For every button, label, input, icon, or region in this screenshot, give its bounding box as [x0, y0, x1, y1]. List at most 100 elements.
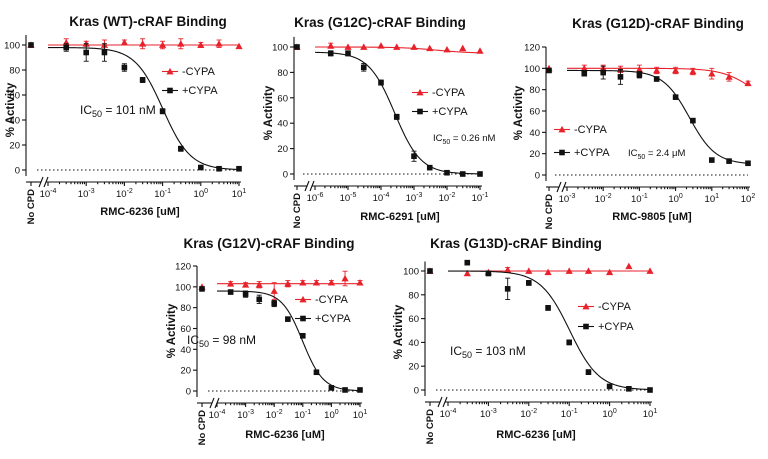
legend-label: +CYPA [432, 106, 468, 118]
chart-title: Kras (WT)-cRAF Binding [69, 14, 227, 29]
data-point [545, 305, 551, 311]
legend-label: -CYPA [574, 124, 607, 136]
axis-break [209, 397, 215, 409]
legend-marker [167, 87, 173, 94]
x-tick-label: 10-4 [440, 408, 457, 420]
x-tick-label: 10-4 [209, 409, 226, 421]
no-cpd-label: No CPD [544, 194, 555, 230]
data-point [544, 268, 552, 276]
x-tick-label: 101 [643, 408, 658, 420]
y-tick-label: 40 [529, 128, 540, 139]
no-cpd-point [427, 268, 433, 274]
data-point [708, 70, 716, 77]
data-point [653, 76, 660, 82]
data-point [525, 267, 533, 274]
y-tick-label: 20 [408, 362, 419, 373]
data-point [709, 157, 715, 163]
data-point [235, 42, 243, 50]
series-plus-cypa [294, 44, 483, 177]
legend-item-plus-cypa: +CYPA [162, 85, 218, 97]
legend-marker [559, 149, 565, 156]
x-tick-label: 10-1 [631, 193, 648, 205]
x-tick-label: 10-1 [294, 409, 311, 421]
legend-marker [416, 88, 424, 96]
data-point [63, 44, 70, 51]
legend-marker [299, 295, 307, 303]
data-point [236, 165, 242, 172]
y-tick-label: 20 [180, 366, 191, 377]
x-tick-label: 10-2 [595, 193, 612, 205]
data-point [526, 280, 532, 286]
series-minus-cypa [27, 38, 243, 51]
data-point [327, 42, 335, 49]
x-tick-label: 101 [232, 188, 247, 200]
data-point [345, 50, 351, 57]
legend-item-minus-cypa: -CYPA [554, 124, 607, 136]
chart-title: Kras (G13D)-cRAF Binding [430, 236, 602, 251]
data-point [227, 280, 235, 287]
data-point [646, 267, 654, 274]
data-point [270, 287, 278, 294]
y-axis-label: % Activity [513, 85, 525, 140]
data-point [565, 267, 573, 274]
x-tick-label: 10-3 [78, 188, 95, 200]
ic50-annotation: IC50 = 0.26 nM [433, 133, 496, 146]
data-point [600, 69, 606, 76]
data-point [745, 160, 751, 167]
chart-panel-4: Kras (G12V)-cRAF Binding 0 20 40 60 80 100 120%… [166, 236, 368, 446]
legend-item-minus-cypa: -CYPA [162, 66, 215, 78]
data-point [393, 43, 401, 50]
x-axis-label: RMC-6236 [uM] [245, 429, 325, 441]
data-point [120, 38, 128, 46]
legend-item-plus-cypa: +CYPA [412, 106, 468, 118]
data-point [197, 41, 205, 48]
x-tick-label: 10-1 [154, 188, 171, 200]
y-tick-label: 60 [9, 91, 20, 102]
y-tick-label: 60 [529, 107, 540, 118]
data-point [178, 145, 184, 152]
no-cpd-point [294, 44, 300, 50]
data-point [159, 41, 167, 48]
data-point [653, 66, 661, 74]
y-tick-label: 120 [175, 262, 191, 273]
legend-marker [582, 302, 590, 310]
x-tick-label: 10-4 [40, 188, 57, 200]
x-tick-label: 10-3 [480, 408, 497, 420]
series-minus-cypa [545, 64, 752, 87]
ic50-annotation: IC50 = 98 nM [187, 333, 256, 349]
y-tick-label: 40 [9, 116, 20, 127]
series-plus-cypa [28, 42, 242, 172]
x-tick-label: 101 [353, 409, 368, 421]
y-axis-label: % Activity [263, 85, 275, 140]
x-tick-label: 10-2 [116, 188, 133, 200]
data-point [426, 164, 433, 171]
y-tick-label: 60 [180, 324, 191, 335]
y-axis-label: % Activity [166, 303, 178, 358]
legend-item-plus-cypa: +CYPA [578, 321, 634, 333]
x-tick-label: 100 [668, 193, 683, 205]
data-point [227, 289, 234, 295]
data-point [271, 300, 277, 307]
y-tick-label: 0 [186, 387, 191, 398]
x-tick-label: 10-3 [406, 192, 423, 204]
data-point [580, 64, 588, 72]
x-tick-label: 10-2 [439, 192, 456, 204]
data-point [284, 280, 292, 287]
x-tick-label: 101 [705, 193, 720, 205]
legend-label: +CYPA [315, 313, 351, 325]
y-tick-label: 60 [277, 93, 288, 104]
legend-marker [166, 67, 174, 75]
no-cpd-label: No CPD [197, 410, 208, 446]
fit-curve [448, 270, 651, 391]
data-point [344, 43, 352, 50]
x-tick-label: 10-6 [307, 192, 324, 204]
no-cpd-label: No CPD [292, 193, 303, 229]
data-point [410, 43, 418, 50]
data-point [625, 262, 633, 270]
x-tick-label: 10-2 [266, 409, 283, 421]
x-tick-label: 10-3 [559, 193, 576, 205]
y-tick-label: 100 [524, 64, 540, 75]
axis-break [437, 396, 443, 408]
x-axis-label: RMC-6236 [uM] [496, 429, 576, 441]
